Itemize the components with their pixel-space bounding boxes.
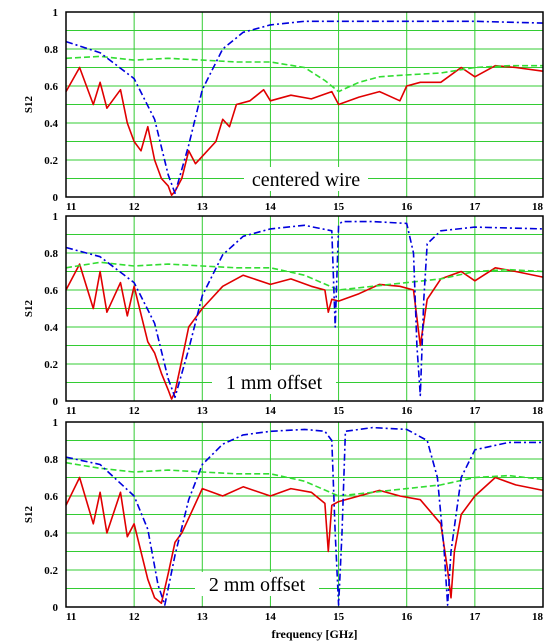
x-tick-label: 15 <box>333 611 345 623</box>
chart-panel-2: 11 12 13 14 15 16 17 18 0 0.2 0.4 0.6 0.8 1 S12 1 mm of… <box>23 211 544 417</box>
y-tick-label: 1 <box>53 417 59 429</box>
plot-frame <box>65 421 544 608</box>
series-line-3 <box>65 426 543 606</box>
y-tick-label: 0.4 <box>44 322 58 334</box>
x-tick-label: 14 <box>265 201 277 213</box>
y-tick-label: 0 <box>53 396 59 408</box>
y-tick-label: 0.6 <box>44 285 58 297</box>
x-tick-label: 13 <box>197 405 209 417</box>
annotation-background <box>195 572 319 596</box>
x-tick-label: 11 <box>66 611 76 623</box>
annotation-background <box>244 167 368 191</box>
y-tick-label: 0.8 <box>44 454 58 466</box>
y-tick-label: 0.2 <box>44 565 58 577</box>
x-tick-label: 13 <box>197 611 209 623</box>
panel-annotation: 2 mm offset <box>209 574 306 596</box>
y-tick-label: 0.8 <box>44 44 58 56</box>
series-line-3 <box>65 20 544 195</box>
y-tick-label: 0.4 <box>44 528 58 540</box>
plot-frame <box>65 215 544 402</box>
panel-annotation: centered wire <box>252 169 360 191</box>
series-line-1 <box>65 263 544 400</box>
y-tick-label: 0.2 <box>44 359 58 371</box>
annotation-background <box>212 370 336 394</box>
x-tick-label: 12 <box>129 405 141 417</box>
chart-panel-1: 11 12 13 14 15 16 17 18 0 0.2 0.4 0.6 0.8 1 S12 centere… <box>23 7 544 213</box>
x-tick-label: 18 <box>532 405 544 417</box>
series-line-2 <box>65 55 543 93</box>
x-tick-label: 12 <box>129 611 141 623</box>
y-tick-label: 0.4 <box>44 118 58 130</box>
series-line-3 <box>65 220 544 399</box>
y-axis-label: S12 <box>23 95 35 113</box>
y-tick-label: 0 <box>53 192 59 204</box>
plot-frame <box>65 11 544 198</box>
x-tick-label: 18 <box>532 611 544 623</box>
series-line-1 <box>65 476 544 605</box>
x-tick-label: 16 <box>401 611 413 623</box>
x-tick-label: 12 <box>129 201 141 213</box>
x-tick-label: 15 <box>333 405 345 417</box>
panel-annotation: 1 mm offset <box>226 372 323 394</box>
y-axis-label: S12 <box>23 299 35 317</box>
x-tick-label: 14 <box>265 405 277 417</box>
y-tick-label: 0 <box>53 602 59 614</box>
y-tick-label: 0.6 <box>44 81 58 93</box>
y-axis-label: S12 <box>23 505 35 523</box>
x-tick-label: 14 <box>265 611 277 623</box>
x-tick-label: 16 <box>401 201 413 213</box>
series-line-1 <box>65 64 544 196</box>
x-tick-label: 16 <box>401 405 413 417</box>
y-tick-label: 0.8 <box>44 248 58 260</box>
y-tick-label: 1 <box>53 211 59 223</box>
y-tick-label: 0.6 <box>44 491 58 503</box>
x-tick-label: 15 <box>333 201 345 213</box>
x-tick-label: 17 <box>469 405 481 417</box>
x-tick-label: 11 <box>66 405 76 417</box>
x-tick-label: 18 <box>532 201 544 213</box>
x-tick-label: 13 <box>197 201 209 213</box>
chart-panel-3: 11 12 13 14 15 16 17 18 0 0.2 0.4 0.6 0.8 1 S12 2 mm of… <box>23 417 544 641</box>
x-tick-label: 17 <box>469 611 481 623</box>
y-tick-label: 1 <box>53 7 59 19</box>
y-tick-label: 0.2 <box>44 155 58 167</box>
x-tick-label: 11 <box>66 201 76 213</box>
x-tick-label: 17 <box>469 201 481 213</box>
x-axis-label: frequency [GHz] <box>271 627 357 641</box>
